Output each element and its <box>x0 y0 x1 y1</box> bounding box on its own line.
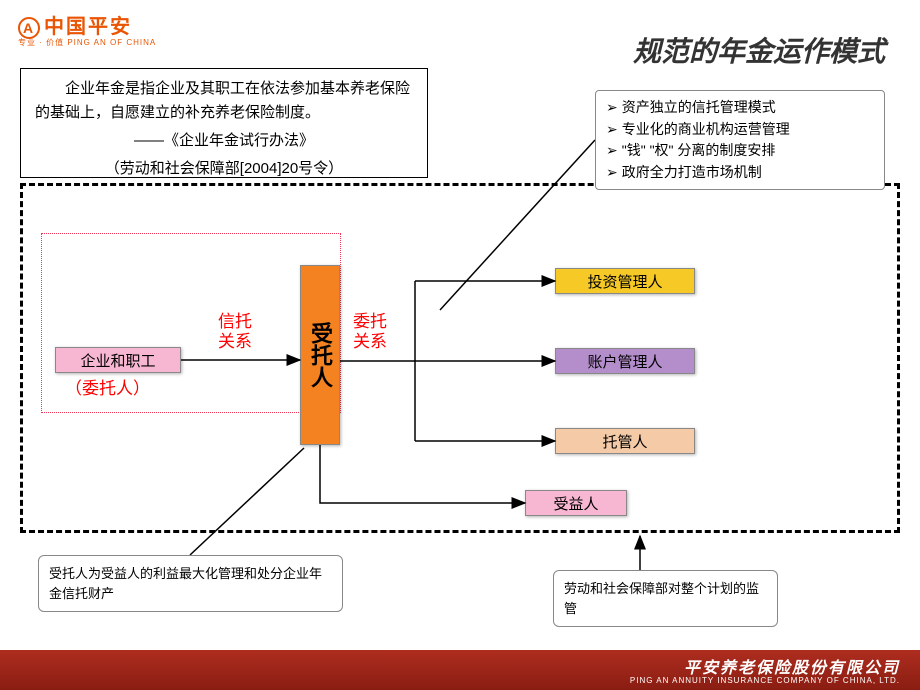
node-trustee: 受托人 <box>300 265 340 445</box>
bullet-item: 专业化的商业机构运营管理 <box>606 119 874 141</box>
callout-supervision: 劳动和社会保障部对整个计划的监管 <box>553 570 778 627</box>
page-title: 规范的年金运作模式 <box>633 30 885 70</box>
quote-line2: ——《企业年金试行办法》 <box>35 129 413 153</box>
label-delegate-relation: 委托 关系 <box>353 312 387 353</box>
footer: 平安养老保险股份有限公司 PING AN ANNUITY INSURANCE C… <box>0 650 920 690</box>
bullet-item: 资产独立的信托管理模式 <box>606 97 874 119</box>
features-callout: 资产独立的信托管理模式 专业化的商业机构运营管理 "钱" "权" 分离的制度安排… <box>595 90 885 190</box>
node-entrustor-sublabel: （委托人） <box>65 379 150 399</box>
label-trust-relation: 信托 关系 <box>218 312 252 353</box>
bullet-item: 政府全力打造市场机制 <box>606 162 874 184</box>
quote-line3: （劳动和社会保障部[2004]20号令） <box>35 157 413 181</box>
logo-subtitle: 专业 · 价值 PING AN OF CHINA <box>18 37 156 48</box>
quote-line1: 企业年金是指企业及其职工在依法参加基本养老保险的基础上，自愿建立的补充养老保险制… <box>35 77 413 125</box>
node-entrustor-label: 企业和职工 <box>80 350 155 371</box>
node-beneficiary-label: 受益人 <box>553 493 598 514</box>
bullet-item: "钱" "权" 分离的制度安排 <box>606 140 874 162</box>
node-beneficiary: 受益人 <box>525 490 627 516</box>
quote-box: 企业年金是指企业及其职工在依法参加基本养老保险的基础上，自愿建立的补充养老保险制… <box>20 68 428 178</box>
node-investment-manager: 投资管理人 <box>555 268 695 294</box>
logo: A中国平安 专业 · 价值 PING AN OF CHINA <box>18 10 156 48</box>
node-trustee-label: 受托人 <box>304 322 336 388</box>
node-account-label: 账户管理人 <box>587 351 662 372</box>
node-custodian-label: 托管人 <box>602 431 647 452</box>
node-entrustor: 企业和职工 <box>55 347 181 373</box>
node-invest-label: 投资管理人 <box>587 271 662 292</box>
logo-icon: A <box>18 17 40 39</box>
footer-sub: PING AN ANNUITY INSURANCE COMPANY OF CHI… <box>20 676 900 685</box>
callout-trustee-duty: 受托人为受益人的利益最大化管理和处分企业年金信托财产 <box>38 555 343 612</box>
node-custodian: 托管人 <box>555 428 695 454</box>
node-account-manager: 账户管理人 <box>555 348 695 374</box>
logo-text: 中国平安 <box>44 16 132 38</box>
footer-main: 平安养老保险股份有限公司 <box>684 660 900 677</box>
